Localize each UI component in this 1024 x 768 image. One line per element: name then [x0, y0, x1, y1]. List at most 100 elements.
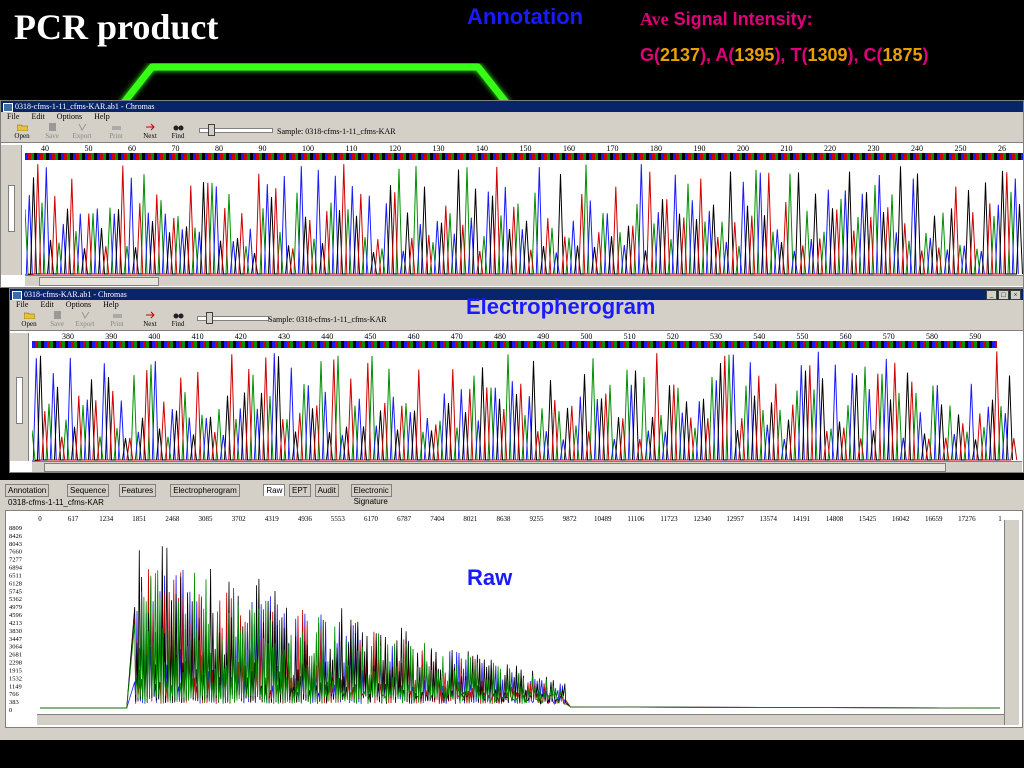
ruler-tick-label: 420 [234, 332, 247, 341]
x-tick-label: 11106 [627, 515, 644, 523]
x-tick-label: 3702 [232, 515, 247, 523]
base-position-ruler: 380 390 400 410 420 430 440 450 460 470 480 490 500 5… [32, 332, 1018, 341]
window1-horizontal-scrollbar[interactable] [25, 275, 1023, 286]
ruler-tick-label: 240 [911, 144, 923, 153]
tab-audit[interactable]: Audit [314, 484, 339, 497]
y-tick-label: 5745 [9, 588, 22, 595]
tab-features[interactable]: Features [118, 484, 157, 497]
ruler-tick-label: 90 [258, 144, 267, 153]
ruler-tick-label: 560 [839, 332, 852, 341]
ruler-tick-label: 40 [41, 144, 49, 153]
y-tick-label: 6128 [9, 580, 22, 587]
ruler-tick-label: 50 [84, 144, 93, 153]
vertical-slider-track [16, 377, 23, 424]
ruler-tick-label: 390 [105, 332, 118, 341]
y-tick-label: 7660 [9, 549, 22, 556]
tab-annotation[interactable]: Annotation [5, 484, 50, 497]
window1-titlebar[interactable]: 0318-cfms-1-11_cfms-KAR.ab1 - Chromas [1, 101, 1023, 112]
x-tick-label: 15425 [859, 515, 877, 523]
x-tick-label: 16042 [892, 515, 910, 523]
x-tick-label: 12340 [693, 515, 711, 523]
next-button[interactable]: Next [137, 311, 163, 328]
base-g: G [640, 45, 655, 65]
window1-vertical-slider[interactable] [1, 145, 22, 275]
base-call-sequence [32, 341, 997, 348]
tab-electropherogram[interactable]: Electropherogram [170, 484, 240, 497]
menu-file[interactable]: File [7, 112, 20, 121]
window2-title: 0318-cfms-KAR.ab1 - Chromas [24, 290, 127, 299]
ruler-tick-label: 590 [969, 332, 982, 341]
chromas-app-icon [12, 291, 22, 300]
x-tick-label: 9255 [530, 515, 545, 523]
window1-menubar: File Edit Options Help [1, 112, 1023, 122]
ruler-tick-label: 480 [494, 332, 506, 341]
raw-horizontal-scrollbar[interactable] [37, 714, 1004, 725]
zoom-slider-thumb[interactable] [208, 124, 215, 136]
window2-vertical-slider[interactable] [10, 333, 29, 461]
ruler-tick-label: 460 [407, 332, 420, 341]
ruler-tick-label: 520 [666, 332, 679, 341]
annotation-label: Annotation [467, 4, 584, 29]
window2-sample-label: Sample: 0318-cfms-1-11_cfms-KAR [268, 315, 387, 324]
menu-options[interactable]: Options [65, 300, 92, 309]
x-tick-label: 10489 [594, 515, 612, 523]
tab-raw[interactable]: Raw [263, 484, 286, 496]
maximize-button[interactable]: □ [998, 290, 1009, 300]
close-button[interactable]: × [1010, 290, 1021, 300]
open-folder-icon [23, 312, 35, 319]
zoom-slider[interactable] [199, 128, 273, 133]
next-arrow-icon [145, 123, 155, 131]
print-button[interactable]: Print [104, 311, 130, 328]
ruler-tick-label: 190 [693, 144, 706, 153]
value-t: 1309 [807, 45, 848, 65]
zoom-slider[interactable] [197, 316, 269, 321]
tab-electronic-signature[interactable]: Electronic Signature [350, 484, 392, 506]
y-tick-label: 8809 [9, 525, 22, 532]
ruler-tick-label: 230 [867, 144, 880, 153]
save-button[interactable]: Save [44, 311, 70, 328]
tab-ept[interactable]: EPT [289, 484, 311, 497]
y-tick-label: 6894 [9, 565, 23, 572]
ruler-tick-label: 60 [128, 144, 136, 153]
ruler-tick-label: 130 [432, 144, 445, 153]
minimize-button[interactable]: _ [986, 290, 997, 300]
ruler-tick-label: 580 [926, 332, 938, 341]
open-button[interactable]: Open [9, 123, 35, 140]
y-tick-label: 1915 [9, 667, 22, 674]
menu-edit[interactable]: Edit [40, 300, 54, 309]
tab-sequence[interactable]: Sequence [67, 484, 110, 497]
menu-help[interactable]: Help [103, 300, 119, 309]
next-button[interactable]: Next [137, 123, 163, 140]
menu-file[interactable]: File [16, 300, 29, 309]
x-tick-label: 6170 [364, 515, 379, 523]
y-tick-label: 4213 [9, 620, 22, 627]
export-button[interactable]: Export [69, 123, 95, 140]
find-button[interactable]: Find [165, 311, 191, 328]
chromas-window-2: 0318-cfms-KAR.ab1 - Chromas _ □ × File E… [9, 288, 1024, 473]
open-button[interactable]: Open [16, 311, 42, 328]
ruler-tick-label: 140 [476, 144, 488, 153]
raw-label: Raw [467, 565, 513, 590]
zoom-slider-thumb[interactable] [206, 312, 213, 324]
save-button[interactable]: Save [39, 123, 65, 140]
menu-edit[interactable]: Edit [31, 112, 45, 121]
ruler-tick-label: 400 [148, 332, 161, 341]
x-tick-label: 5553 [331, 515, 346, 523]
window2-titlebar[interactable]: 0318-cfms-KAR.ab1 - Chromas _ □ × [10, 289, 1023, 300]
scroll-thumb[interactable] [44, 463, 946, 472]
menu-help[interactable]: Help [94, 112, 110, 121]
y-tick-label: 383 [9, 699, 19, 706]
signal-intensity-word: Signal Intensity: [668, 9, 813, 29]
menu-options[interactable]: Options [56, 112, 83, 121]
scroll-thumb[interactable] [39, 277, 159, 286]
print-button[interactable]: Print [103, 123, 129, 140]
export-button[interactable]: Export [72, 311, 98, 328]
find-button[interactable]: Find [165, 123, 191, 140]
ruler-tick-label: 110 [345, 144, 358, 153]
y-tick-label: 5362 [9, 596, 22, 603]
raw-vertical-scrollbar[interactable] [1004, 520, 1019, 725]
window2-horizontal-scrollbar[interactable] [32, 461, 1022, 472]
binoculars-icon [173, 125, 183, 131]
ruler-tick-label: 160 [563, 144, 575, 153]
ruler-tick-label: 250 [954, 144, 967, 153]
